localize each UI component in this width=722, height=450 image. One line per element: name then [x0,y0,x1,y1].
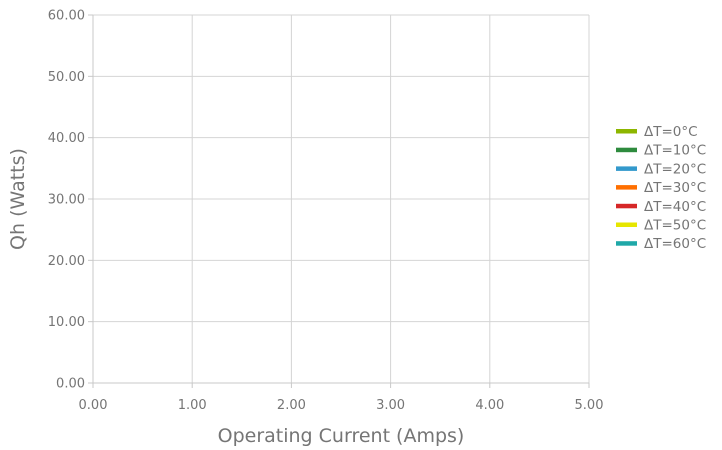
x-tick-label: 3.00 [376,398,405,413]
legend-label: ΔT=30°C [644,180,706,196]
grid-layer [92,14,590,384]
legend-label: ΔT=0°C [644,124,698,140]
legend-swatch [616,166,637,171]
legend-swatch [616,241,637,246]
legend-item: ΔT=60°C [616,236,706,252]
legend-swatch [616,185,637,190]
y-tick-label: 30.00 [48,193,85,208]
x-tick-label: 2.00 [277,398,306,413]
legend-label: ΔT=10°C [644,143,706,159]
legend-label: ΔT=40°C [644,199,706,215]
legend-item: ΔT=0°C [616,124,698,140]
y-tick-label: 60.00 [48,9,85,24]
x-tick-label: 5.00 [575,398,604,413]
legend-swatch [616,222,637,227]
legend-label: ΔT=50°C [644,218,706,234]
legend-item: ΔT=20°C [616,161,706,177]
legend-item: ΔT=30°C [616,180,706,196]
legend-item: ΔT=40°C [616,199,706,215]
y-tick-label: 0.00 [56,377,85,392]
y-tick-label: 40.00 [48,131,85,146]
axis-layer [88,14,590,388]
y-tick-label: 50.00 [48,70,85,85]
tick-label-layer: 0.00 10.00 20.00 30.00 40.00 50.00 60.00 0.00 1.… [48,9,604,414]
y-tick-label: 10.00 [48,315,85,330]
legend-item: ΔT=50°C [616,218,706,234]
x-tick-label: 4.00 [475,398,504,413]
legend-label: ΔT=60°C [644,236,706,252]
x-tick-label: 1.00 [178,398,207,413]
y-tick-label: 20.00 [48,254,85,269]
x-axis-title: Operating Current (Amps) [218,425,465,447]
legend-swatch [616,203,637,209]
legend-item: ΔT=10°C [616,143,706,159]
legend-swatch [616,147,637,153]
x-tick-label: 0.00 [79,398,108,413]
legend-swatch [616,129,637,134]
legend: ΔT=0°C ΔT=10°C ΔT=20°C ΔT=30°C ΔT=40°C ΔT=50°… [616,124,706,252]
legend-label: ΔT=20°C [644,161,706,177]
y-axis-title: Qh (Watts) [7,148,29,250]
